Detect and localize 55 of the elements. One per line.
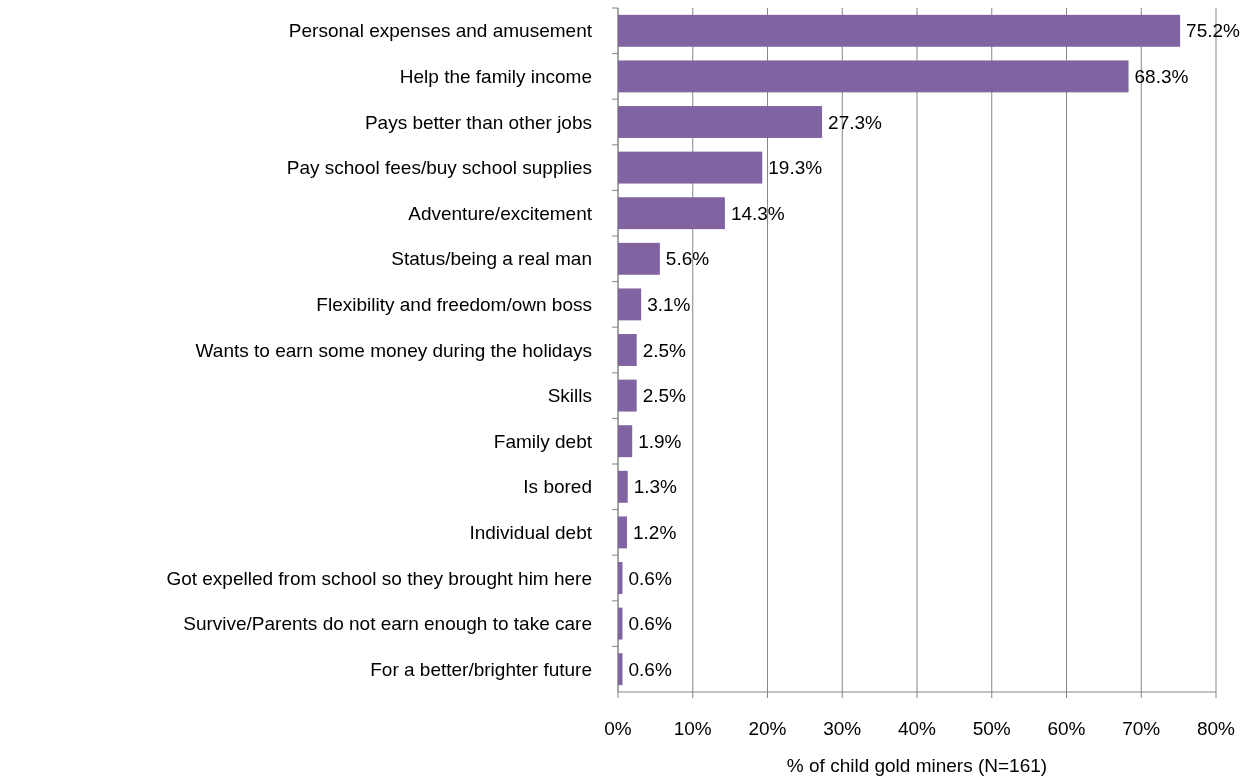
y-tick-label: Flexibility and freedom/own boss bbox=[316, 294, 592, 316]
bar bbox=[618, 288, 642, 321]
x-axis-title: % of child gold miners (N=161) bbox=[786, 755, 1048, 776]
bar bbox=[618, 562, 623, 594]
bar bbox=[618, 60, 1129, 93]
bar bbox=[618, 653, 623, 686]
x-tick-label: 80% bbox=[1196, 718, 1236, 739]
data-label: 75.2% bbox=[1186, 20, 1241, 42]
x-tick-label: 50% bbox=[972, 718, 1011, 739]
data-label: 1.3% bbox=[633, 476, 678, 498]
y-tick-label: Status/being a real man bbox=[391, 248, 592, 270]
data-label: 3.1% bbox=[647, 294, 691, 316]
data-label: 14.3% bbox=[730, 202, 785, 224]
y-tick-label: Wants to earn some money during the holidays bbox=[195, 339, 592, 361]
bar bbox=[618, 470, 628, 503]
bar bbox=[618, 425, 633, 458]
data-label: 1.9% bbox=[638, 430, 682, 452]
bar bbox=[618, 516, 627, 549]
bar bbox=[618, 197, 725, 230]
x-tick-label: 0% bbox=[604, 718, 632, 739]
y-tick-label: Help the family income bbox=[399, 66, 592, 88]
bar bbox=[618, 106, 823, 138]
data-label: 19.3% bbox=[768, 157, 823, 179]
data-label: 5.6% bbox=[665, 248, 710, 270]
bar bbox=[618, 242, 660, 275]
data-label: 0.6% bbox=[628, 613, 672, 635]
y-tick-label: Personal expenses and amusement bbox=[288, 20, 593, 42]
data-label: 2.5% bbox=[642, 339, 687, 361]
data-label: 1.2% bbox=[632, 522, 677, 544]
y-tick-label: Pay school fees/buy school supplies bbox=[286, 157, 592, 179]
bar bbox=[618, 607, 623, 640]
x-tick-label: 60% bbox=[1047, 718, 1086, 739]
y-tick-label: Survive/Parents do not earn enough to take care bbox=[183, 613, 592, 635]
x-tick-label: 20% bbox=[748, 718, 787, 739]
x-tick-label: 70% bbox=[1122, 718, 1161, 739]
y-tick-label: Is bored bbox=[523, 476, 592, 498]
bar bbox=[618, 334, 637, 366]
x-tick-label: 10% bbox=[673, 718, 712, 739]
y-tick-label: Individual debt bbox=[469, 522, 593, 544]
y-tick-label: Adventure/excitement bbox=[408, 202, 593, 224]
bar bbox=[618, 151, 763, 184]
x-tick-label: 30% bbox=[823, 718, 862, 739]
data-label: 0.6% bbox=[628, 567, 672, 589]
y-tick-label: Skills bbox=[547, 385, 592, 407]
data-label: 2.5% bbox=[642, 385, 687, 407]
x-tick-label: 40% bbox=[897, 718, 937, 739]
bar bbox=[618, 14, 1181, 47]
data-label: 27.3% bbox=[828, 111, 883, 133]
y-tick-label: Got expelled from school so they brought him here bbox=[166, 567, 592, 589]
y-tick-label: For a better/brighter future bbox=[370, 658, 592, 680]
bar bbox=[618, 379, 637, 412]
data-label: 0.6% bbox=[628, 658, 672, 680]
y-tick-label: Pays better than other jobs bbox=[364, 111, 592, 133]
y-tick-label: Family debt bbox=[493, 430, 593, 452]
data-label: 68.3% bbox=[1134, 66, 1189, 88]
